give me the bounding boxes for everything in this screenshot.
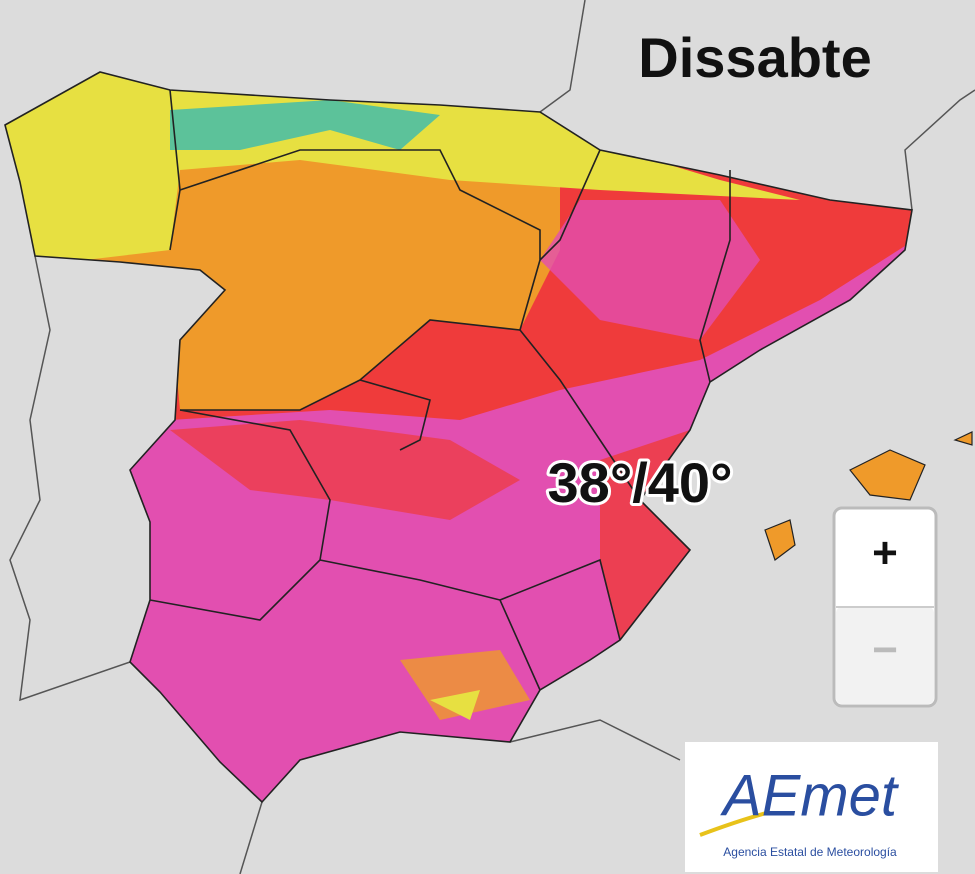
- logo-swoosh: [699, 810, 771, 837]
- logo-box: [685, 742, 938, 872]
- temperature-label: 38°/40°: [548, 451, 733, 514]
- balearic-islands: [764, 431, 973, 561]
- zoom-control: [832, 506, 938, 708]
- region-borders: [4, 71, 913, 804]
- zoom-in-button[interactable]: +: [872, 529, 898, 578]
- coastlines: [9, 0, 975, 874]
- logo-name: AEmet: [720, 763, 900, 828]
- day-label: Dissabte: [638, 26, 871, 89]
- zoom-out-button[interactable]: −: [872, 626, 898, 675]
- logo-subtitle: Agencia Estatal de Meteorología: [723, 845, 897, 859]
